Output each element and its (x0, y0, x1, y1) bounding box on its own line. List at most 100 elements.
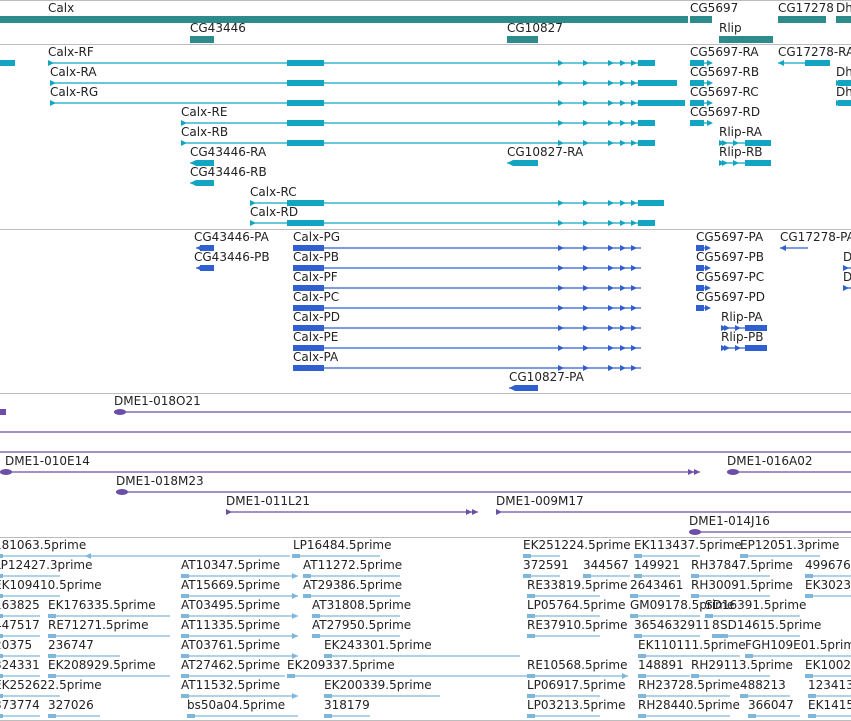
protein-exon-arrow-icon (608, 305, 614, 311)
est-label: EK208929.5prime (48, 658, 156, 672)
protein-label: CG5697-PB (696, 250, 764, 264)
gene-label: Calx (48, 1, 74, 15)
est-label: EK3023 (805, 578, 851, 592)
transcript-exon[interactable] (287, 80, 324, 86)
protein-label: Calx-PD (293, 310, 340, 324)
est-label: AT03495.5prime (181, 598, 280, 612)
est-block (740, 694, 748, 698)
clone-label: DME1-018M23 (116, 474, 204, 488)
transcript-exon[interactable] (638, 140, 655, 146)
transcript-exon-arrow-icon (608, 80, 614, 86)
transcript-label: CG43446-RA (190, 145, 267, 159)
gene-bar[interactable] (778, 16, 826, 23)
transcript-label: Calx-RG (50, 85, 98, 99)
transcript-label: Calx-RD (250, 205, 298, 219)
gene-label: Rlip (719, 21, 742, 35)
transcript-exon[interactable] (638, 80, 677, 86)
est-label: EK251224.5prime (523, 538, 631, 552)
transcript-exon-arrow-icon (558, 60, 564, 66)
protein-exon-arrow-icon (620, 245, 626, 251)
transcript-label: CG5697-RB (690, 65, 759, 79)
transcript-exon-arrow-icon (631, 80, 637, 86)
protein-exon[interactable] (200, 265, 214, 271)
est-label: AT27462.5prime (181, 658, 280, 672)
protein-exon-arrow-icon (583, 365, 589, 371)
est-label: RH29113.5prime (691, 658, 793, 672)
track-canvas[interactable]: CalxCG5697CG17278DhcCG43446CG10827RlipCa… (0, 0, 851, 721)
est-label: RE71271.5prime (48, 618, 149, 632)
est-label: EK243301.5prime (324, 638, 432, 652)
transcript-exon[interactable] (513, 160, 538, 166)
transcript-exon[interactable] (638, 60, 655, 66)
transcript-exon[interactable] (287, 100, 324, 106)
est-label: EK1415 (808, 698, 851, 712)
transcript-exon-arrow-icon (631, 60, 637, 66)
transcript-exon[interactable] (287, 140, 324, 146)
transcript-exon[interactable] (287, 220, 324, 226)
transcript-exon-arrow-icon (558, 80, 564, 86)
est-label: RE33819.5prime (527, 578, 628, 592)
transcript-exon[interactable] (638, 100, 685, 106)
transcript-strand-arrow-icon (190, 180, 196, 186)
clone-end (727, 469, 739, 475)
clone-arrow-icon (226, 509, 232, 515)
est-label: 366047 (748, 698, 794, 712)
protein-exon[interactable] (293, 365, 324, 371)
transcript-exon[interactable] (638, 220, 655, 226)
est-label: 8 (712, 618, 720, 632)
protein-exon-arrow-icon (631, 325, 637, 331)
protein-exon-arrow-icon (558, 245, 564, 251)
gene-bar[interactable] (690, 16, 712, 23)
gene-bar[interactable] (719, 36, 773, 43)
transcript-exon[interactable] (690, 120, 704, 126)
est-label: 123413 (808, 678, 851, 692)
gene-bar[interactable] (836, 16, 851, 23)
protein-exon-arrow-icon (631, 245, 637, 251)
transcript-exon[interactable] (196, 180, 214, 186)
transcript-exon[interactable] (0, 60, 15, 66)
transcript-label: Calx-RA (50, 65, 97, 79)
est-block (287, 674, 295, 678)
protein-exon-arrow-icon (583, 285, 589, 291)
protein-label: Calx-PF (293, 270, 338, 284)
gene-bar[interactable] (507, 36, 538, 43)
est-label: 372591 (523, 558, 569, 572)
protein-exon[interactable] (515, 385, 538, 391)
transcript-exon[interactable] (638, 200, 664, 206)
est-label: 181063.5prime (0, 538, 86, 552)
protein-exon-arrow-icon (608, 245, 614, 251)
transcript-exon-arrow-icon (631, 200, 637, 206)
transcript-label: CG5697-RA (690, 45, 759, 59)
gene-bar[interactable] (0, 16, 688, 23)
protein-label: CG5697-PA (696, 230, 764, 244)
transcript-exon-arrow-icon (608, 140, 614, 146)
transcript-exon-arrow-icon (583, 120, 589, 126)
transcript-label: Dhc (836, 65, 851, 79)
protein-exon[interactable] (745, 345, 767, 351)
est-label: 148891 (638, 658, 684, 672)
transcript-exon-arrow-icon (608, 120, 614, 126)
protein-exon-arrow-icon (558, 325, 564, 331)
genome-browser[interactable]: CalxCG5697CG17278DhcCG43446CG10827RlipCa… (0, 0, 851, 721)
protein-exon[interactable] (696, 305, 704, 311)
transcript-exon[interactable] (638, 120, 655, 126)
protein-strand-arrow-icon (780, 245, 786, 251)
gene-label: CG10827 (507, 21, 563, 35)
est-label: EK110111.5prime (638, 638, 746, 652)
clone-arrow-icon (688, 469, 694, 475)
est-arrow-icon (292, 613, 298, 619)
est-label: FGH109E01.5prime (745, 638, 851, 652)
transcript-exon[interactable] (287, 60, 324, 66)
transcript-strand-arrow-icon (507, 160, 513, 166)
transcript-exon-arrow-icon (620, 120, 626, 126)
gene-bar[interactable] (190, 36, 214, 43)
transcript-exon[interactable] (805, 60, 830, 66)
transcript-exon-arrow-icon (583, 200, 589, 206)
transcript-exon[interactable] (287, 120, 324, 126)
protein-label: CG43446-PA (194, 230, 270, 244)
clone-end (0, 409, 6, 415)
est-label: EK252622.5prime (0, 678, 102, 692)
protein-exon-arrow-icon (583, 345, 589, 351)
transcript-exon[interactable] (745, 160, 771, 166)
est-label: RE37910.5prime (527, 618, 628, 632)
